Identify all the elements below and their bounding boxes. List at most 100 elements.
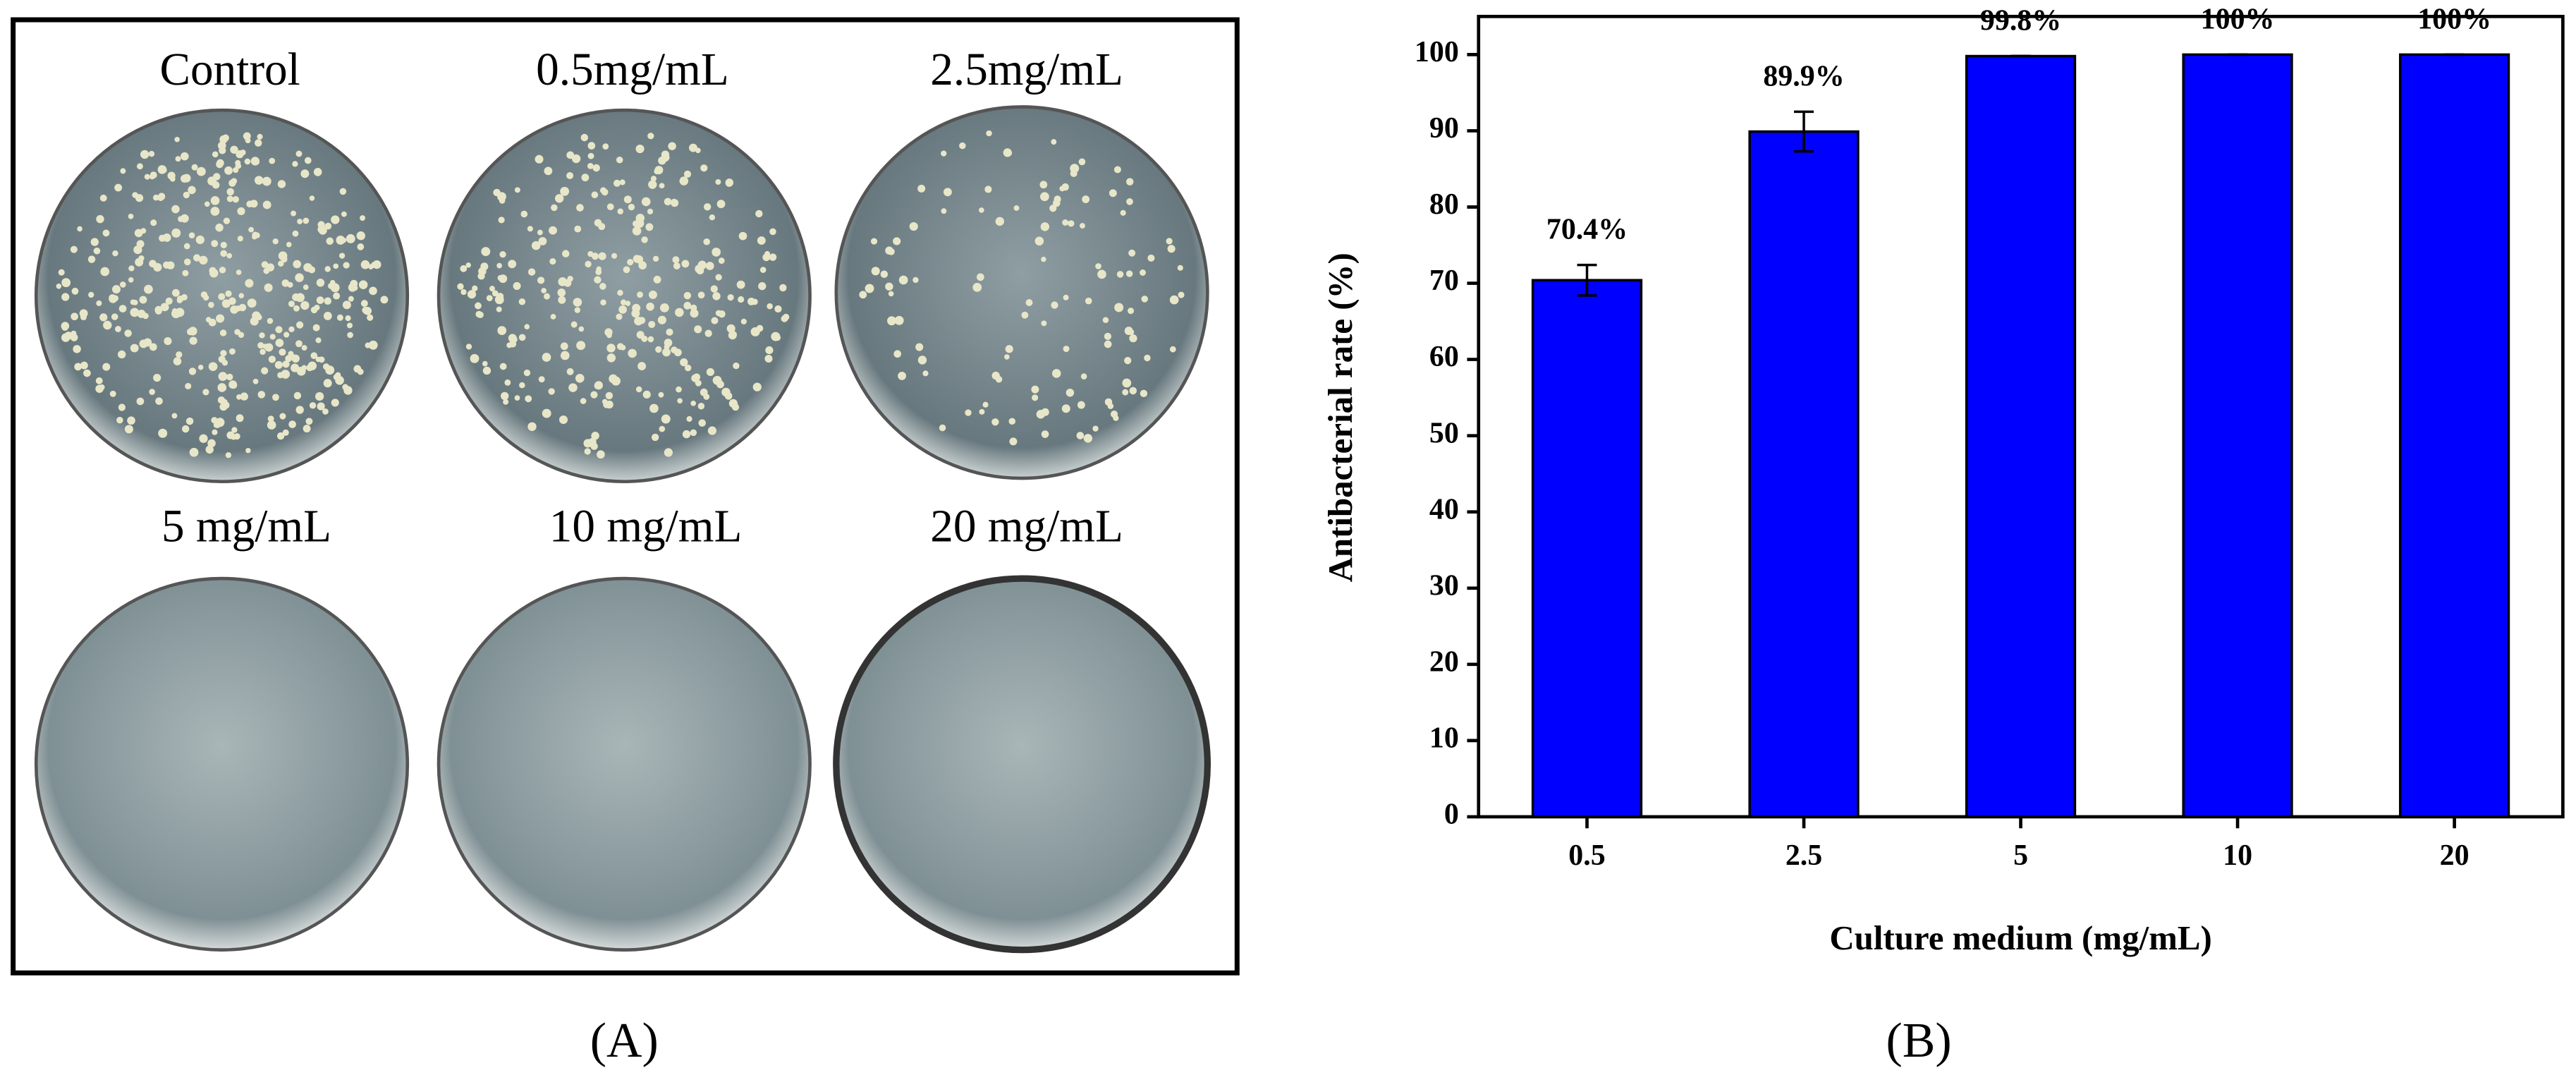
colony [1031, 385, 1039, 394]
colony [118, 403, 126, 411]
colony [163, 261, 171, 269]
colony [725, 178, 734, 187]
colony [549, 257, 556, 265]
colony [688, 143, 697, 152]
colony [237, 236, 243, 242]
colony [267, 317, 274, 324]
colony [888, 291, 894, 297]
colony [341, 211, 347, 217]
colony [267, 420, 276, 430]
colony [917, 184, 926, 193]
colony [307, 361, 317, 370]
colony [1008, 418, 1016, 425]
colony [1040, 222, 1050, 231]
colony [467, 290, 477, 299]
colony [627, 259, 634, 266]
bar [2182, 53, 2293, 818]
colony [365, 342, 371, 348]
colony [219, 267, 226, 274]
colony [1039, 181, 1048, 189]
colony [666, 328, 673, 336]
colony [781, 315, 788, 322]
colony [941, 208, 947, 214]
colony [212, 151, 219, 158]
colony [1083, 434, 1093, 443]
colony [293, 305, 300, 312]
colony [1178, 291, 1185, 298]
colony [646, 302, 654, 311]
colony [542, 353, 551, 362]
colony [686, 415, 692, 423]
colony [567, 275, 573, 282]
dish-label: 20 mg/mL [930, 502, 1123, 552]
colony [740, 318, 747, 324]
colony [230, 382, 238, 389]
dish-label: Control [160, 44, 300, 95]
colony [662, 348, 671, 357]
colony [1004, 354, 1010, 360]
colony [527, 226, 533, 232]
colony [1128, 249, 1136, 257]
colony [346, 322, 353, 329]
colony [281, 256, 288, 263]
colony [235, 305, 241, 312]
colony [363, 307, 372, 315]
colony [1122, 389, 1129, 396]
dish [833, 575, 1211, 954]
colony [140, 228, 147, 234]
colony [259, 332, 265, 339]
colony [591, 253, 599, 260]
colony [157, 165, 167, 174]
colony [269, 157, 276, 164]
colony [181, 425, 190, 433]
colony [648, 290, 657, 299]
colony [204, 201, 210, 207]
dish [834, 105, 1209, 480]
colony [301, 365, 307, 371]
colony [285, 355, 293, 363]
colony [1120, 209, 1126, 216]
dish [437, 576, 812, 952]
colony [288, 351, 294, 357]
colony [715, 178, 721, 185]
colony [1013, 205, 1020, 211]
colony [659, 183, 665, 189]
colony [460, 265, 468, 272]
colony [549, 226, 557, 235]
colony [679, 176, 689, 186]
colony [568, 383, 578, 392]
colony [703, 393, 710, 400]
colony [600, 299, 606, 306]
colony [119, 281, 126, 288]
colony [898, 275, 908, 285]
colony [641, 236, 648, 243]
colony [560, 351, 570, 360]
colony [1144, 354, 1151, 362]
colony [637, 362, 647, 370]
colony [292, 161, 298, 167]
colony [1166, 238, 1173, 245]
colony [703, 203, 712, 211]
colony [240, 150, 246, 156]
colony [683, 170, 692, 178]
colony [481, 247, 491, 257]
colony [268, 356, 276, 363]
colony [571, 154, 581, 164]
colony [672, 256, 680, 264]
colony [1092, 425, 1099, 432]
colony [1077, 401, 1085, 409]
colony [257, 133, 263, 140]
colony [912, 277, 919, 284]
colony [978, 207, 984, 213]
colony [769, 228, 776, 236]
colony [634, 316, 643, 326]
colony [333, 292, 341, 300]
colony [619, 179, 625, 186]
colony [240, 392, 248, 401]
colony [247, 298, 257, 308]
colony [690, 309, 699, 318]
colony [261, 367, 269, 375]
colony [943, 188, 952, 197]
colony [681, 260, 690, 268]
colony [183, 243, 190, 250]
